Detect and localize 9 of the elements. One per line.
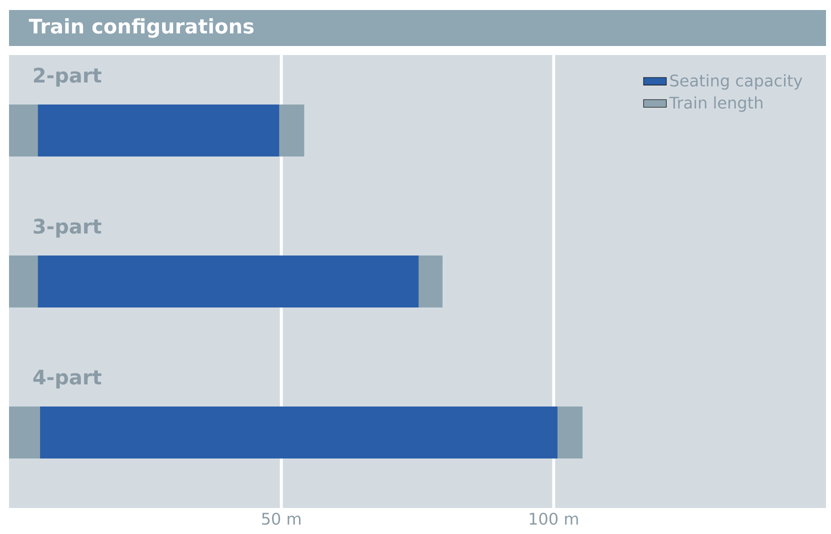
- x-tick-label: 50 m: [262, 512, 300, 525]
- legend-label: Train length: [669, 96, 762, 112]
- y-tick-label: 3-part: [34, 218, 102, 238]
- chart-title: Train configurations: [28, 18, 254, 38]
- y-tick-label: 4-part: [33, 370, 102, 389]
- y-tick-label: 2-part: [34, 68, 102, 87]
- legend-label: Seating capacity: [670, 74, 802, 90]
- x-tick-label: 100 m: [530, 512, 578, 525]
- bar: [38, 104, 280, 157]
